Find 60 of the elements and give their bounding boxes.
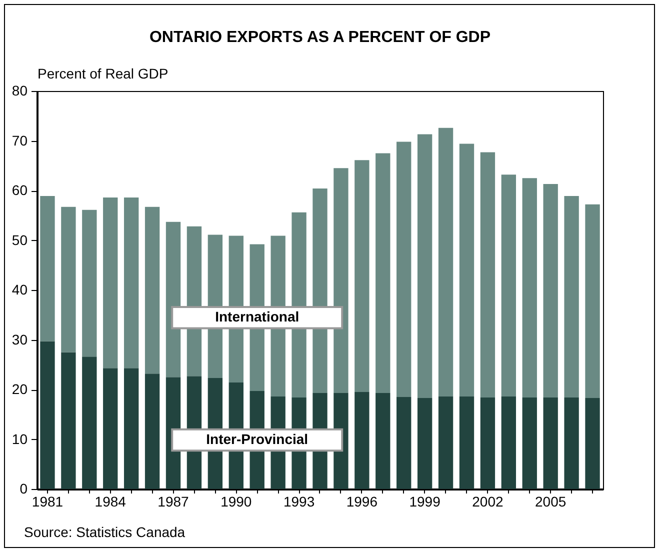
bar <box>354 392 370 489</box>
y-tick-label: 40 <box>12 282 28 298</box>
y-axis-title: Percent of Real GDP <box>38 66 168 82</box>
x-tick-label: 1996 <box>346 494 378 510</box>
bar <box>501 174 516 396</box>
bar <box>501 396 516 489</box>
bar <box>564 397 579 489</box>
y-tick-label: 50 <box>12 232 28 248</box>
bar <box>124 368 139 489</box>
y-tick-label: 10 <box>12 430 28 447</box>
bar <box>543 184 558 398</box>
y-tick-label: 30 <box>12 331 28 348</box>
bar <box>564 196 579 398</box>
bar <box>144 206 160 374</box>
x-tick-label: 1984 <box>94 494 126 510</box>
x-tick-label: 1999 <box>409 494 441 510</box>
bar <box>417 398 432 489</box>
bar <box>396 396 412 489</box>
bar <box>417 134 432 398</box>
bar <box>459 144 474 396</box>
bar <box>438 128 454 396</box>
bar <box>40 341 55 489</box>
bar <box>438 396 454 489</box>
bar <box>480 152 496 398</box>
bar <box>459 396 474 489</box>
x-tick-label: 2005 <box>535 494 566 510</box>
bar <box>103 368 118 489</box>
y-tick-label: 80 <box>12 82 28 98</box>
bar <box>40 196 55 342</box>
bar <box>82 356 97 489</box>
x-tick-label: 1987 <box>158 494 190 510</box>
bar <box>396 142 412 397</box>
chart-title: ONTARIO EXPORTS AS A PERCENT OF GDP <box>149 29 491 46</box>
bar <box>522 178 537 398</box>
bar <box>103 197 118 368</box>
series-label: International <box>215 308 300 325</box>
y-tick-label: 0 <box>20 480 28 496</box>
y-tick-label: 60 <box>12 182 28 198</box>
x-tick-label: 1993 <box>283 494 315 510</box>
bar <box>61 206 76 352</box>
bar <box>354 160 370 392</box>
bar <box>144 374 160 489</box>
y-tick-label: 20 <box>12 381 28 397</box>
bar <box>585 398 600 489</box>
x-tick-label: 1990 <box>220 494 252 510</box>
bar <box>585 204 600 398</box>
bar <box>522 397 537 489</box>
bar <box>124 197 139 368</box>
x-tick-label: 1981 <box>32 494 64 510</box>
x-tick-label: 2002 <box>472 494 504 510</box>
series-label: Inter-Provincial <box>206 430 308 447</box>
bar <box>334 168 348 393</box>
bar <box>543 397 558 489</box>
bar <box>82 210 97 357</box>
y-tick-label: 70 <box>12 132 28 148</box>
bar <box>61 352 76 489</box>
bar <box>376 392 390 489</box>
source-note: Source: Statistics Canada <box>24 524 186 540</box>
bar <box>376 153 390 393</box>
bar <box>480 397 496 489</box>
